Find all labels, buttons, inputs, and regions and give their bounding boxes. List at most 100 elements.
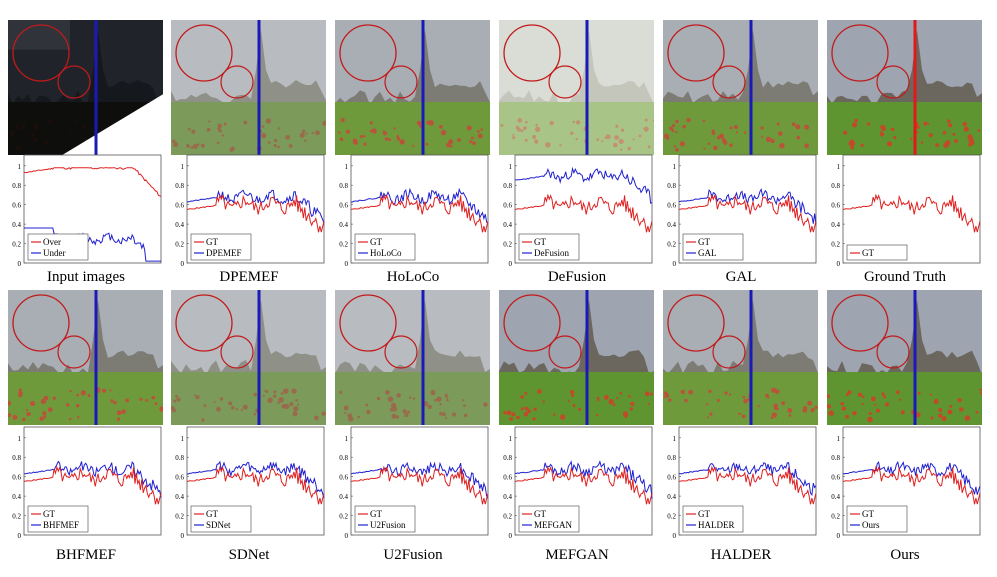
flower-dot bbox=[175, 394, 178, 398]
flower-dot bbox=[369, 121, 373, 125]
zoom-connector bbox=[387, 340, 391, 343]
flower-dot bbox=[828, 410, 834, 416]
result-image bbox=[827, 20, 982, 155]
flower-dot bbox=[840, 401, 844, 406]
flower-dot bbox=[145, 399, 149, 402]
zoom-inset-circle bbox=[503, 24, 561, 82]
flower-dot bbox=[213, 401, 216, 404]
zoom-connector bbox=[60, 340, 64, 343]
flower-dot bbox=[532, 134, 537, 140]
panel-caption: DeFusion bbox=[547, 269, 607, 285]
flower-dot bbox=[774, 407, 777, 411]
flower-dot bbox=[285, 135, 290, 140]
flower-dot bbox=[630, 401, 635, 406]
y-tick-label: 1 bbox=[837, 435, 841, 443]
flower-dot bbox=[412, 397, 416, 400]
flower-dot bbox=[771, 412, 778, 418]
flower-dot bbox=[171, 139, 176, 144]
flower-dot bbox=[235, 408, 238, 411]
flower-dot bbox=[644, 391, 650, 397]
flower-dot bbox=[571, 394, 575, 398]
flower-dot bbox=[267, 141, 271, 144]
flower-dot bbox=[535, 126, 541, 133]
flower-dot bbox=[629, 407, 634, 411]
panel-caption: GAL bbox=[725, 269, 757, 285]
flower-dot bbox=[404, 413, 409, 418]
flower-dot bbox=[65, 403, 70, 407]
flower-dot bbox=[40, 398, 47, 405]
flower-dot bbox=[638, 134, 642, 138]
flower-dot bbox=[532, 417, 536, 421]
flower-dot bbox=[391, 406, 398, 412]
legend-entry: Under bbox=[43, 248, 66, 258]
method-series-line bbox=[24, 460, 162, 498]
flower-dot bbox=[779, 143, 785, 149]
flower-dot bbox=[773, 403, 779, 409]
panel-caption: Ours bbox=[890, 547, 920, 563]
panel-caption: HoLoCo bbox=[386, 269, 440, 285]
flower-dot bbox=[975, 410, 979, 414]
flower-dot bbox=[770, 416, 774, 420]
y-tick-label: 0 bbox=[509, 532, 513, 538]
flower-dot bbox=[190, 146, 194, 149]
flower-dot bbox=[425, 142, 429, 146]
flower-dot bbox=[886, 141, 893, 147]
panel-caption: DPEMEF bbox=[219, 269, 279, 285]
flower-dot bbox=[43, 415, 47, 419]
y-tick-label: 0.2 bbox=[503, 513, 512, 521]
result-image bbox=[663, 20, 818, 155]
flower-dot bbox=[596, 138, 600, 141]
legend-box bbox=[846, 505, 908, 533]
flower-dot bbox=[339, 390, 343, 394]
y-tick-label: 0.8 bbox=[175, 182, 184, 190]
flower-dot bbox=[113, 400, 117, 405]
flower-dot bbox=[10, 134, 14, 138]
zoom-inset-circle bbox=[339, 294, 397, 352]
zoom-inset-circle bbox=[831, 24, 889, 82]
y-tick-label: 1 bbox=[181, 435, 185, 443]
flower-dot bbox=[472, 141, 476, 145]
flower-dot bbox=[344, 411, 347, 414]
flower-dot bbox=[8, 413, 12, 418]
grass-region bbox=[663, 102, 818, 155]
flower-dot bbox=[186, 143, 189, 146]
flower-dot bbox=[916, 125, 920, 129]
flower-dot bbox=[852, 410, 857, 416]
flower-dot bbox=[337, 131, 341, 134]
flower-dot bbox=[477, 133, 483, 139]
flower-dot bbox=[439, 402, 442, 406]
flower-dot bbox=[718, 133, 725, 139]
y-tick-label: 0.6 bbox=[667, 474, 676, 482]
flower-dot bbox=[663, 391, 669, 396]
flower-dot bbox=[30, 132, 35, 137]
flower-dot bbox=[430, 390, 436, 396]
flower-dot bbox=[201, 418, 205, 422]
panel-caption: Input images bbox=[47, 269, 125, 285]
y-tick-label: 0.6 bbox=[12, 474, 21, 482]
gt-series-line bbox=[23, 167, 162, 197]
flower-dot bbox=[385, 390, 390, 395]
method-series-line bbox=[24, 227, 161, 262]
flower-dot bbox=[604, 136, 607, 139]
flower-dot bbox=[533, 407, 537, 411]
flower-dot bbox=[382, 130, 386, 133]
flower-dot bbox=[559, 414, 566, 420]
panel-caption: U2Fusion bbox=[383, 547, 443, 563]
flower-dot bbox=[154, 402, 158, 406]
flower-dot bbox=[192, 144, 198, 149]
y-tick-label: 0.6 bbox=[831, 202, 840, 210]
y-tick-label: 1 bbox=[509, 163, 513, 171]
flower-dot bbox=[706, 403, 709, 406]
flower-dot bbox=[916, 131, 919, 134]
gt-series-line bbox=[350, 193, 489, 233]
flower-dot bbox=[743, 131, 747, 134]
zoom-source-circle bbox=[876, 335, 910, 369]
flower-dot bbox=[450, 144, 453, 148]
flower-dot bbox=[125, 398, 130, 403]
flower-dot bbox=[159, 406, 163, 412]
flower-dot bbox=[962, 121, 967, 127]
flower-dot bbox=[313, 415, 319, 421]
y-tick-label: 0.6 bbox=[667, 202, 676, 210]
flower-dot bbox=[516, 415, 520, 420]
flower-dot bbox=[947, 409, 953, 415]
